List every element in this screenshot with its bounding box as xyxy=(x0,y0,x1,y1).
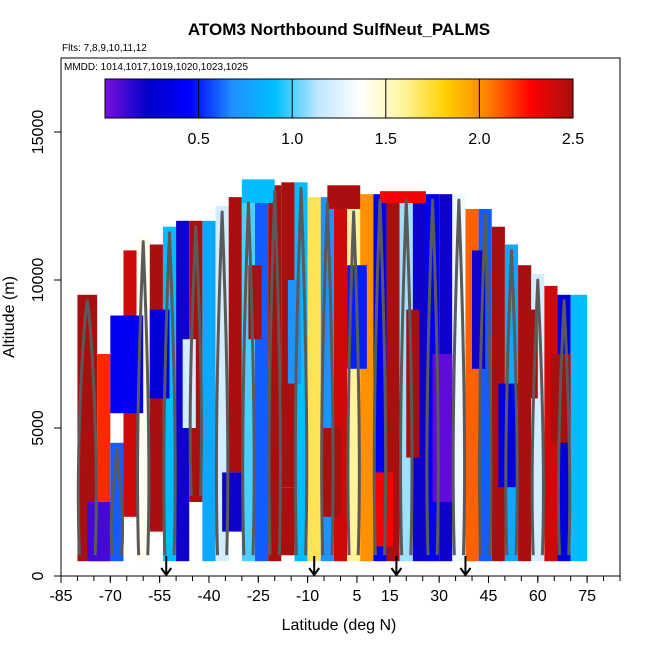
contour-line xyxy=(214,210,230,556)
arrow-marker-head xyxy=(459,567,472,577)
contour-line xyxy=(477,213,493,556)
x-tick-label: -10 xyxy=(296,588,319,605)
x-tick-label: 30 xyxy=(430,588,448,605)
contour-line xyxy=(76,299,98,556)
y-tick-label: 0 xyxy=(30,571,47,580)
colorbar-tick-label: 1.5 xyxy=(375,131,397,148)
x-tick-label: -55 xyxy=(148,588,171,605)
y-tick-label: 5000 xyxy=(30,410,47,446)
contour-line xyxy=(320,201,335,556)
contour-line xyxy=(504,248,519,556)
contour-line xyxy=(556,299,572,556)
heat-patch xyxy=(274,487,295,556)
arrow-marker-head xyxy=(308,567,321,577)
x-tick-label: -40 xyxy=(197,588,220,605)
x-tick-label: 45 xyxy=(480,588,498,605)
x-tick-label: 15 xyxy=(381,588,399,605)
arrow-marker-head xyxy=(160,567,173,577)
heat-patch xyxy=(379,191,426,204)
heat-patch xyxy=(320,428,341,517)
contour-line xyxy=(109,447,125,556)
y-tick-label: 10000 xyxy=(30,258,47,303)
y-axis: 0 5000 10000 15000 xyxy=(30,110,61,580)
heat-patch xyxy=(327,185,361,209)
heat-band xyxy=(386,194,400,562)
contour-line xyxy=(188,225,203,497)
x-axis: -85 -70 -55 -40 -25 -10 5 15 30 45 60 75 xyxy=(49,576,621,605)
flights-label: Flts: 7,8,9,10,11,12 xyxy=(62,43,147,54)
colorbar-tick-label: 2.0 xyxy=(468,131,490,148)
contour-line xyxy=(451,198,467,556)
heat-patch xyxy=(432,354,453,502)
y-axis-label: Altitude (m) xyxy=(1,276,18,358)
heat-band xyxy=(360,194,374,562)
chart-title: ATOM3 Northbound SulfNeut_PALMS xyxy=(188,20,490,39)
heat-band xyxy=(307,197,321,562)
heat-patch xyxy=(222,472,242,532)
x-tick-label: 60 xyxy=(529,588,547,605)
contour-layer xyxy=(76,186,572,556)
heat-band xyxy=(202,220,216,562)
heat-band xyxy=(228,197,242,473)
heat-patch xyxy=(498,383,519,488)
x-tick-label: -85 xyxy=(49,588,72,605)
heat-patch xyxy=(373,472,394,547)
colorbar-ticks: 0.5 1.0 1.5 2.0 2.5 xyxy=(187,79,584,148)
contour-line xyxy=(530,278,545,556)
colorbar xyxy=(104,78,574,119)
colorbar-tick-label: 0.5 xyxy=(187,131,209,148)
heat-band xyxy=(255,191,269,562)
contour-line xyxy=(241,201,256,556)
colorbar-tick-label: 2.5 xyxy=(562,131,584,148)
arrow-markers xyxy=(160,556,472,577)
x-tick-label: -25 xyxy=(247,588,270,605)
heat-patch xyxy=(87,502,111,562)
heat-patch xyxy=(241,179,275,204)
x-tick-label: 5 xyxy=(352,588,361,605)
colorbar-tick-label: 1.0 xyxy=(281,131,303,148)
contour-line xyxy=(293,186,309,556)
contour-line xyxy=(267,189,282,556)
contour-line xyxy=(399,198,414,556)
contour-line xyxy=(136,240,151,556)
heat-band xyxy=(570,294,588,562)
contour-line xyxy=(162,231,177,556)
y-tick-label: 15000 xyxy=(30,110,47,155)
arrow-marker-head xyxy=(390,567,403,577)
dates-label: MMDD: 1014,1017,1019,1020,1023,1025 xyxy=(64,62,248,73)
x-tick-label: -70 xyxy=(99,588,122,605)
contour-line xyxy=(346,210,361,556)
x-tick-label: 75 xyxy=(578,588,596,605)
x-axis-label: Latitude (deg N) xyxy=(282,617,397,634)
contour-line xyxy=(425,198,440,556)
contour-line xyxy=(372,198,388,556)
